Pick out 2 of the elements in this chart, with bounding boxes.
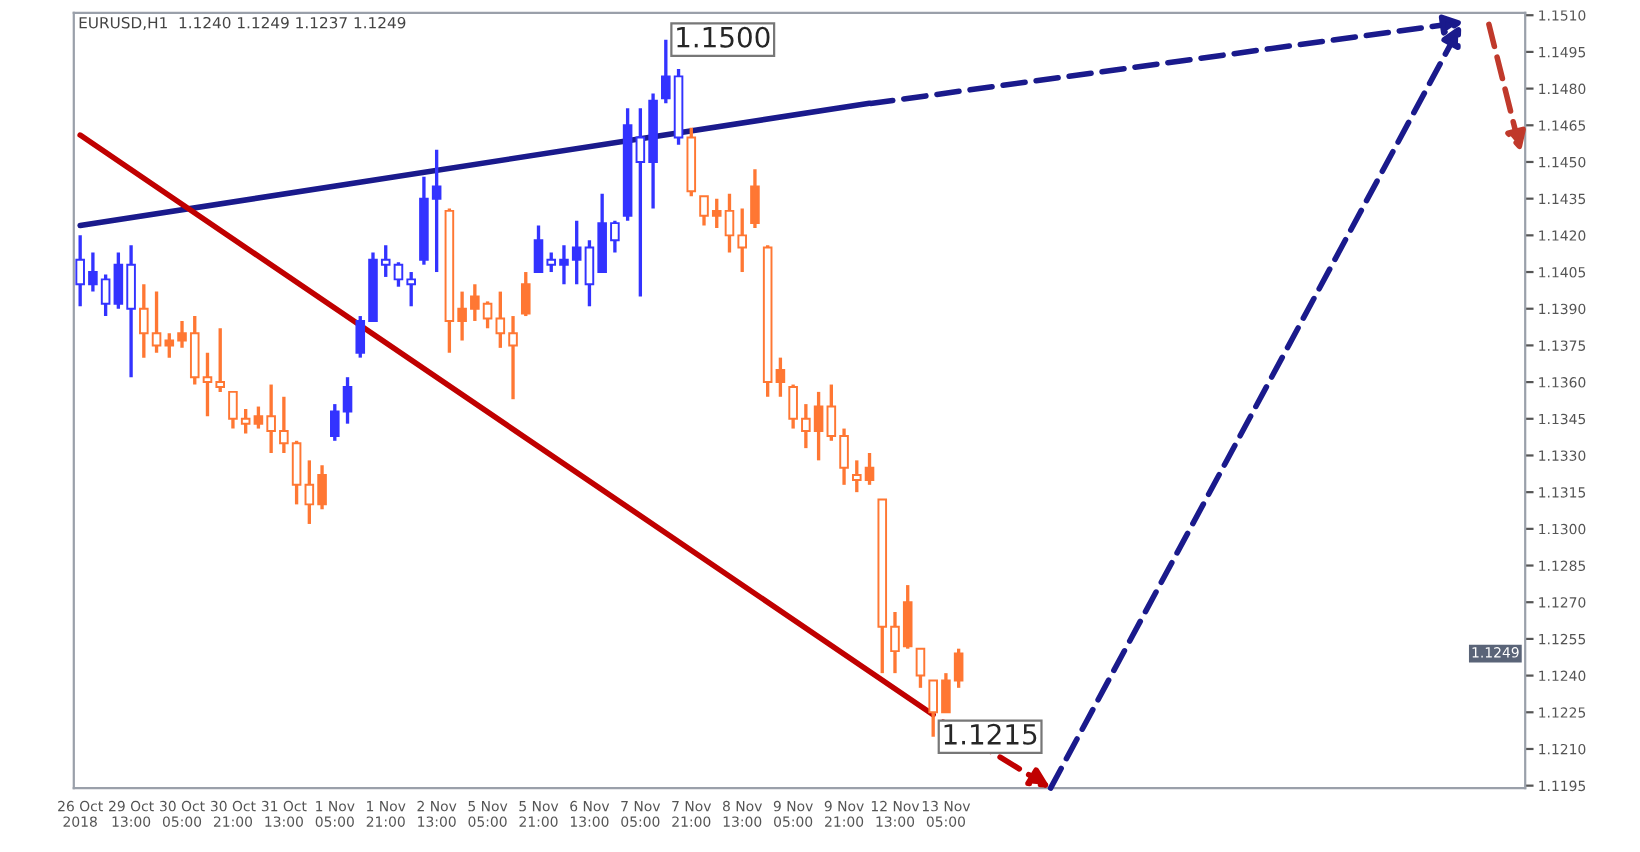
annotation: 1.1215	[944, 723, 1037, 745]
annotation: 1.1500	[677, 26, 770, 48]
